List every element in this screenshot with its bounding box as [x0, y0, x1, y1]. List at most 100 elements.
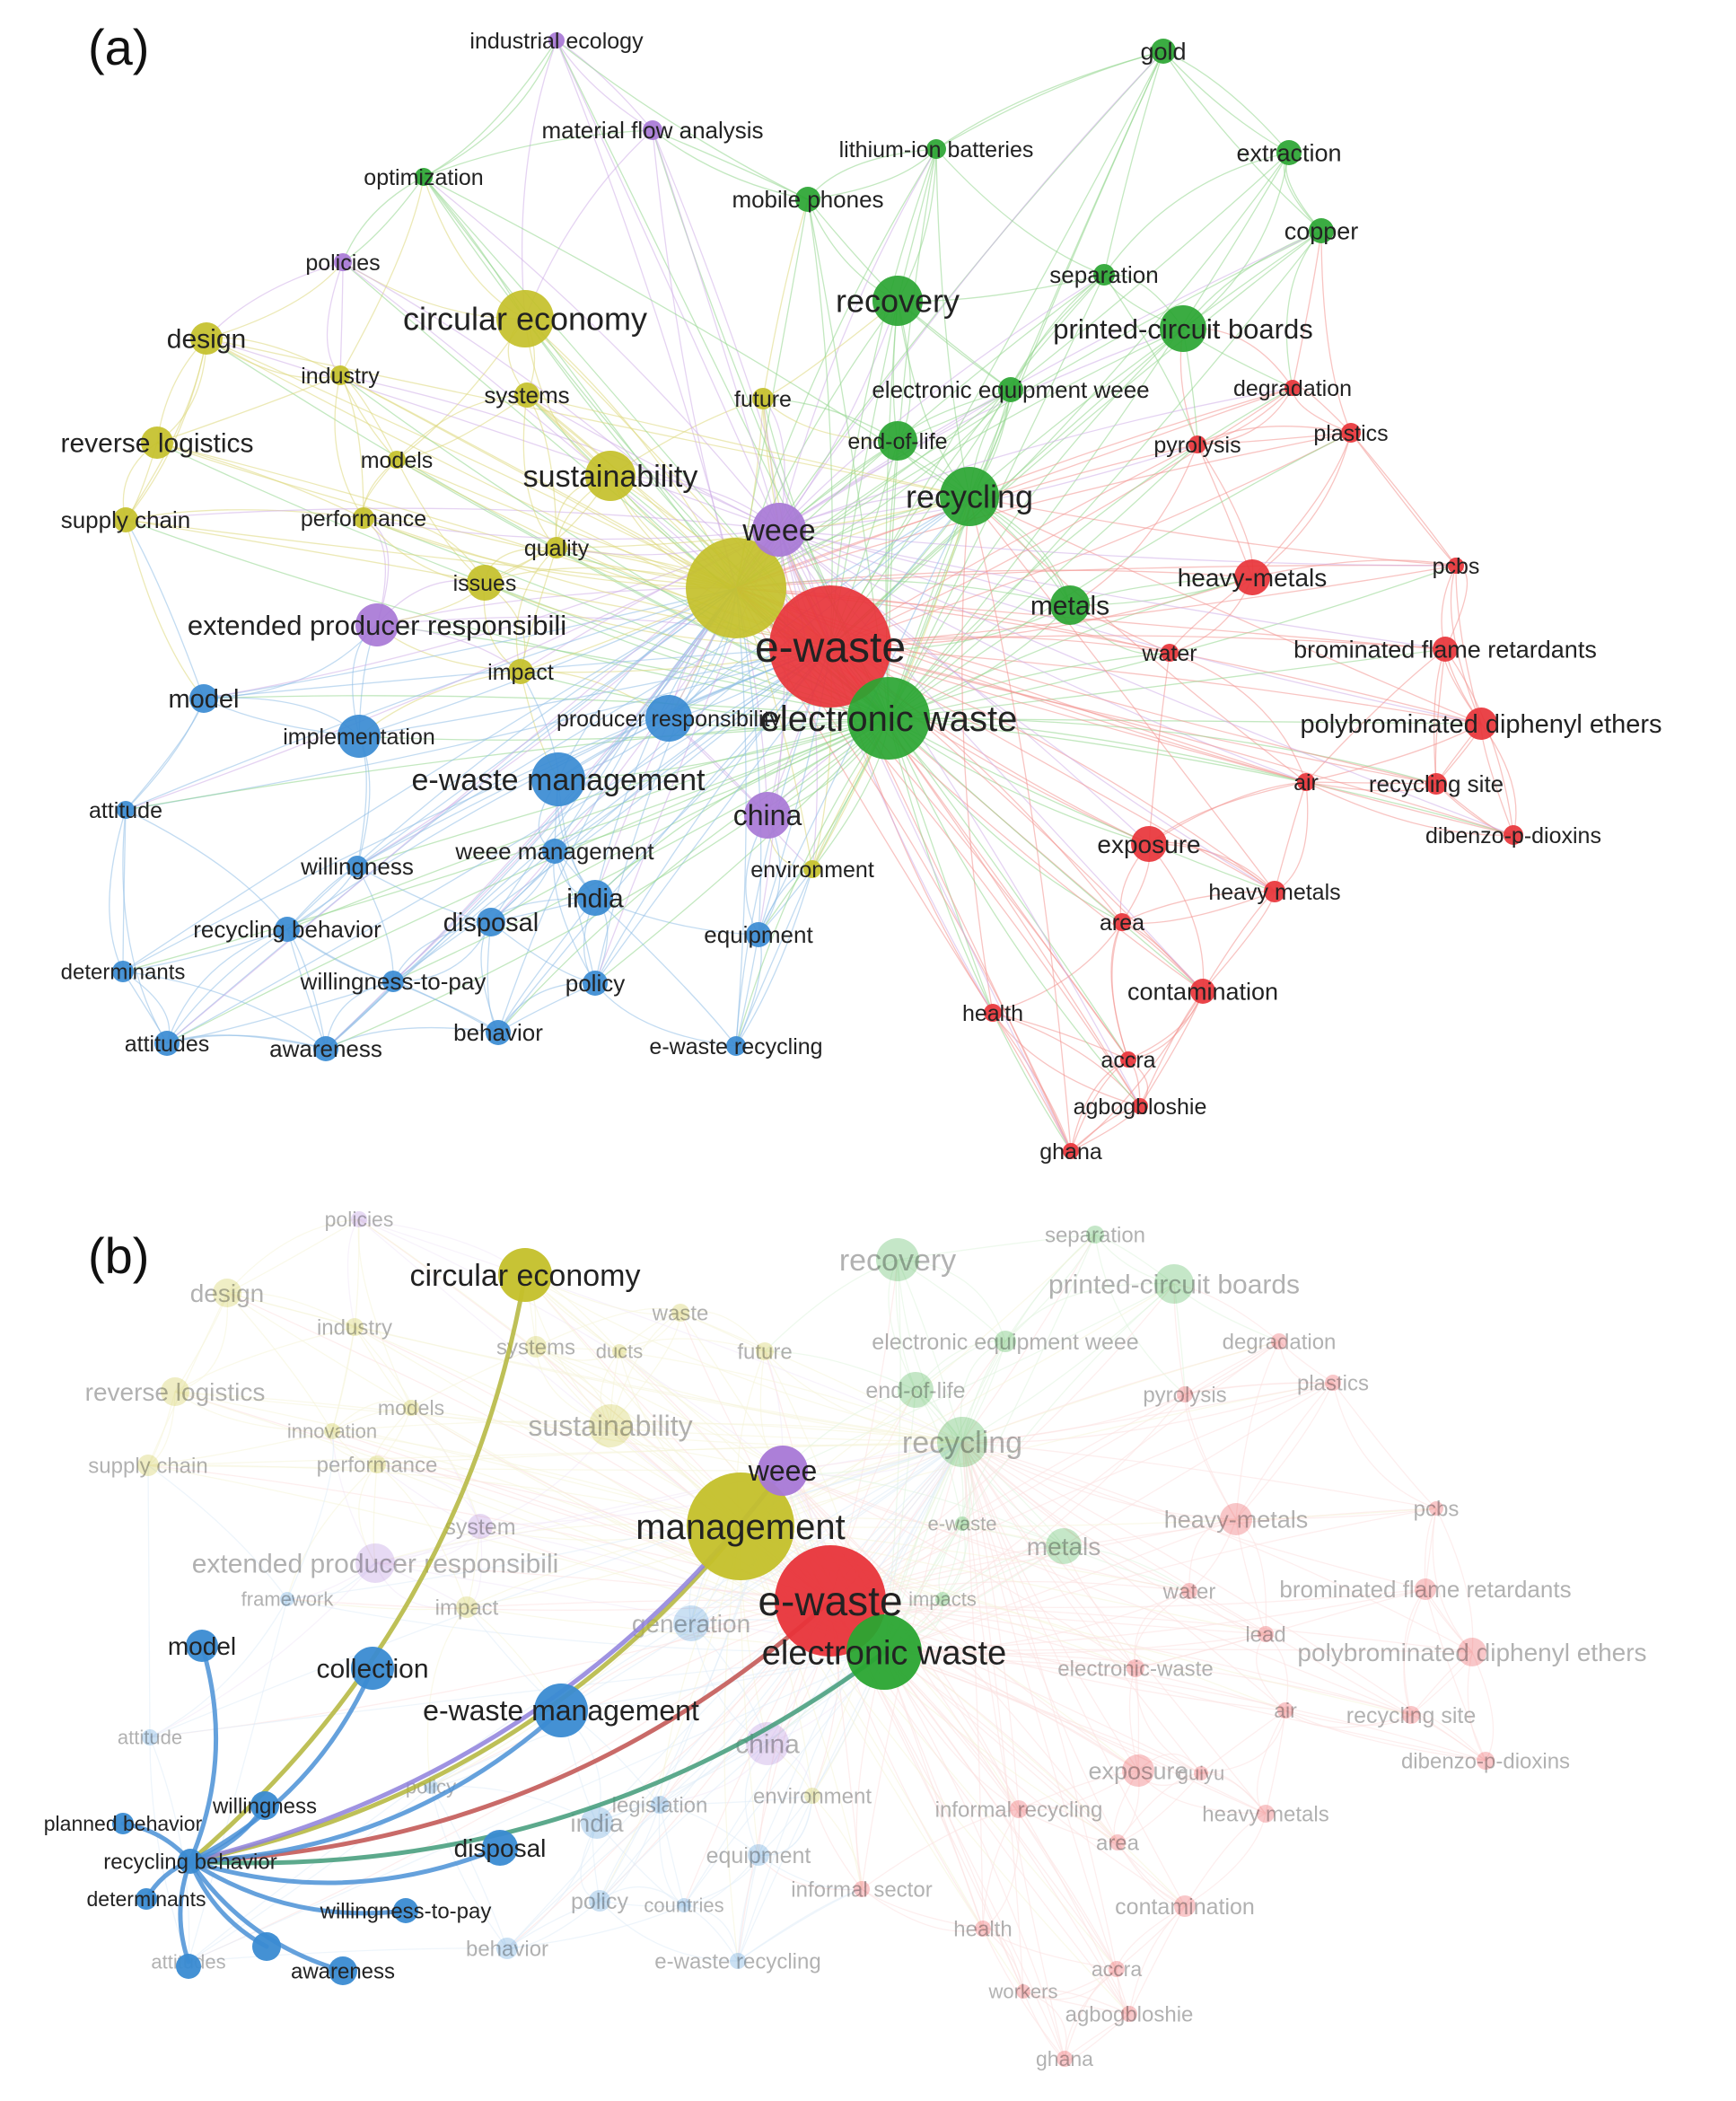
b-node-recycling-behavior[interactable]: [178, 1849, 203, 1874]
b-faded-node-informal-sector[interactable]: [854, 1881, 870, 1897]
a-node-policy[interactable]: [583, 971, 608, 996]
a-node-impact[interactable]: [508, 659, 533, 684]
a-node-air[interactable]: [1297, 773, 1315, 791]
a-node-behavior[interactable]: [486, 1020, 511, 1045]
a-node-heavy-metals[interactable]: [1264, 881, 1285, 902]
b-node-e-waste-management[interactable]: [534, 1683, 588, 1737]
a-node-model[interactable]: [189, 684, 218, 713]
a-node-pyrolysis[interactable]: [1188, 435, 1206, 453]
b-node-collection[interactable]: [351, 1647, 394, 1690]
a-node-extraction[interactable]: [1276, 140, 1302, 165]
a-node-recycling-behavior[interactable]: [275, 917, 300, 942]
a-node-determinants[interactable]: [112, 961, 134, 982]
b-faded-node-electronic-waste[interactable]: [1127, 1659, 1144, 1677]
a-node-environment[interactable]: [803, 860, 821, 878]
b-faded-node-india[interactable]: [581, 1807, 613, 1839]
b-faded-node-printed-circuit-boards[interactable]: [1154, 1264, 1194, 1304]
b-faded-node-heavy-metals[interactable]: [1220, 1503, 1252, 1535]
a-node-optimization[interactable]: [415, 168, 433, 186]
b-faded-node-supply-chain[interactable]: [137, 1455, 159, 1476]
b-faded-node-ghana[interactable]: [1057, 2051, 1073, 2067]
b-faded-node-framework[interactable]: [280, 1592, 294, 1606]
a-node-issues[interactable]: [467, 565, 503, 601]
a-node-industrial-ecology[interactable]: [548, 32, 565, 48]
b-faded-node-workers[interactable]: [1016, 1984, 1030, 1999]
b-node-disposal[interactable]: [482, 1830, 518, 1866]
b-faded-node-future[interactable]: [756, 1342, 774, 1360]
a-node-contamination[interactable]: [1190, 979, 1215, 1004]
b-faded-node-reverse-logistics[interactable]: [161, 1377, 189, 1406]
a-node-quality[interactable]: [546, 537, 567, 558]
b-node-awareness[interactable]: [329, 1956, 357, 1985]
b-node-willingness[interactable]: [250, 1791, 279, 1820]
b-faded-node-countries[interactable]: [677, 1898, 691, 1912]
a-node-disposal[interactable]: [477, 908, 505, 936]
b-faded-node-industry[interactable]: [346, 1318, 364, 1336]
a-node-exposure[interactable]: [1131, 826, 1167, 862]
a-node-electronic-waste[interactable]: [847, 677, 930, 760]
b-faded-node-polybrominated-diphenyl-ethers[interactable]: [1458, 1638, 1486, 1666]
b-faded-node-degradation[interactable]: [1271, 1333, 1287, 1349]
a-node-brominated-flame-retardants[interactable]: [1433, 637, 1458, 662]
b-faded-node-recycling[interactable]: [937, 1417, 987, 1467]
b-faded-node-attitude[interactable]: [142, 1729, 158, 1745]
b-faded-node-models[interactable]: [403, 1400, 419, 1416]
a-node-printed-circuit-boards[interactable]: [1160, 305, 1206, 352]
a-node-management[interactable]: [686, 538, 786, 638]
a-node-awareness[interactable]: [313, 1036, 338, 1061]
a-node-material-flow-analysis[interactable]: [643, 120, 662, 140]
b-faded-node-environment[interactable]: [804, 1788, 820, 1804]
b-faded-node-legislation[interactable]: [651, 1796, 669, 1814]
a-node-industry[interactable]: [330, 365, 350, 385]
a-node-attitudes[interactable]: [154, 1031, 180, 1056]
b-faded-node-informal-recycling[interactable]: [1010, 1800, 1028, 1818]
a-node-equipment[interactable]: [746, 922, 771, 947]
b-node-circular-economy[interactable]: [498, 1248, 552, 1302]
a-node-weee[interactable]: [752, 503, 806, 557]
a-node-lithium-ion-batteries[interactable]: [926, 139, 946, 159]
a-node-accra[interactable]: [1120, 1051, 1136, 1068]
a-node-e-waste-recycling[interactable]: [726, 1036, 746, 1056]
b-faded-node-ducts[interactable]: [612, 1344, 627, 1358]
a-node-copper[interactable]: [1309, 218, 1334, 243]
a-node-agbogbloshie[interactable]: [1132, 1098, 1148, 1114]
b-faded-node-impacts[interactable]: [935, 1592, 950, 1606]
b-faded-node-extended-producer-responsibili[interactable]: [355, 1543, 395, 1583]
b-faded-node-exposure[interactable]: [1122, 1754, 1154, 1787]
b-faded-node-recycling-site[interactable]: [1402, 1706, 1420, 1724]
b-faded-node-heavy-metals[interactable]: [1257, 1805, 1275, 1823]
a-node-plastics[interactable]: [1341, 423, 1361, 443]
b-faded-node-waste[interactable]: [671, 1304, 689, 1322]
a-node-recycling[interactable]: [940, 467, 999, 526]
b-faded-node-air[interactable]: [1277, 1702, 1293, 1719]
b-faded-node-separation[interactable]: [1086, 1226, 1104, 1244]
b-faded-node-systems[interactable]: [525, 1336, 547, 1358]
a-node-attitude[interactable]: [117, 801, 135, 819]
a-node-metals[interactable]: [1050, 585, 1090, 625]
b-faded-node-accra[interactable]: [1109, 1961, 1125, 1977]
a-node-willingness-to-pay[interactable]: [382, 971, 404, 992]
b-faded-node-lead[interactable]: [1258, 1626, 1274, 1642]
a-node-future[interactable]: [752, 388, 774, 409]
b-faded-node-policy[interactable]: [589, 1890, 610, 1912]
a-node-separation[interactable]: [1093, 264, 1115, 286]
a-node-recycling-site[interactable]: [1425, 773, 1447, 795]
a-node-health[interactable]: [984, 1004, 1002, 1022]
a-node-e-waste[interactable]: [769, 585, 891, 708]
b-faded-node-recovery[interactable]: [876, 1238, 919, 1281]
a-node-end-of-life[interactable]: [878, 421, 917, 461]
b-faded-node-electronic-equipment-weee[interactable]: [995, 1331, 1016, 1352]
b-faded-node-water[interactable]: [1181, 1583, 1197, 1599]
b-faded-node-pyrolysis[interactable]: [1177, 1386, 1193, 1402]
a-node-willingness[interactable]: [346, 856, 368, 877]
b-faded-node-generation[interactable]: [673, 1605, 709, 1641]
b-faded-node-metals[interactable]: [1046, 1528, 1082, 1564]
b-faded-node-brominated-flame-retardants[interactable]: [1415, 1578, 1436, 1600]
a-node-circular-economy[interactable]: [496, 290, 554, 347]
a-node-dibenzo-p-dioxins[interactable]: [1504, 825, 1523, 845]
b-node-determinants[interactable]: [136, 1888, 157, 1910]
b-faded-node-design[interactable]: [213, 1279, 241, 1307]
b-node-model[interactable]: [186, 1630, 218, 1662]
a-node-degradation[interactable]: [1284, 380, 1301, 396]
b-node-management[interactable]: [687, 1472, 794, 1580]
